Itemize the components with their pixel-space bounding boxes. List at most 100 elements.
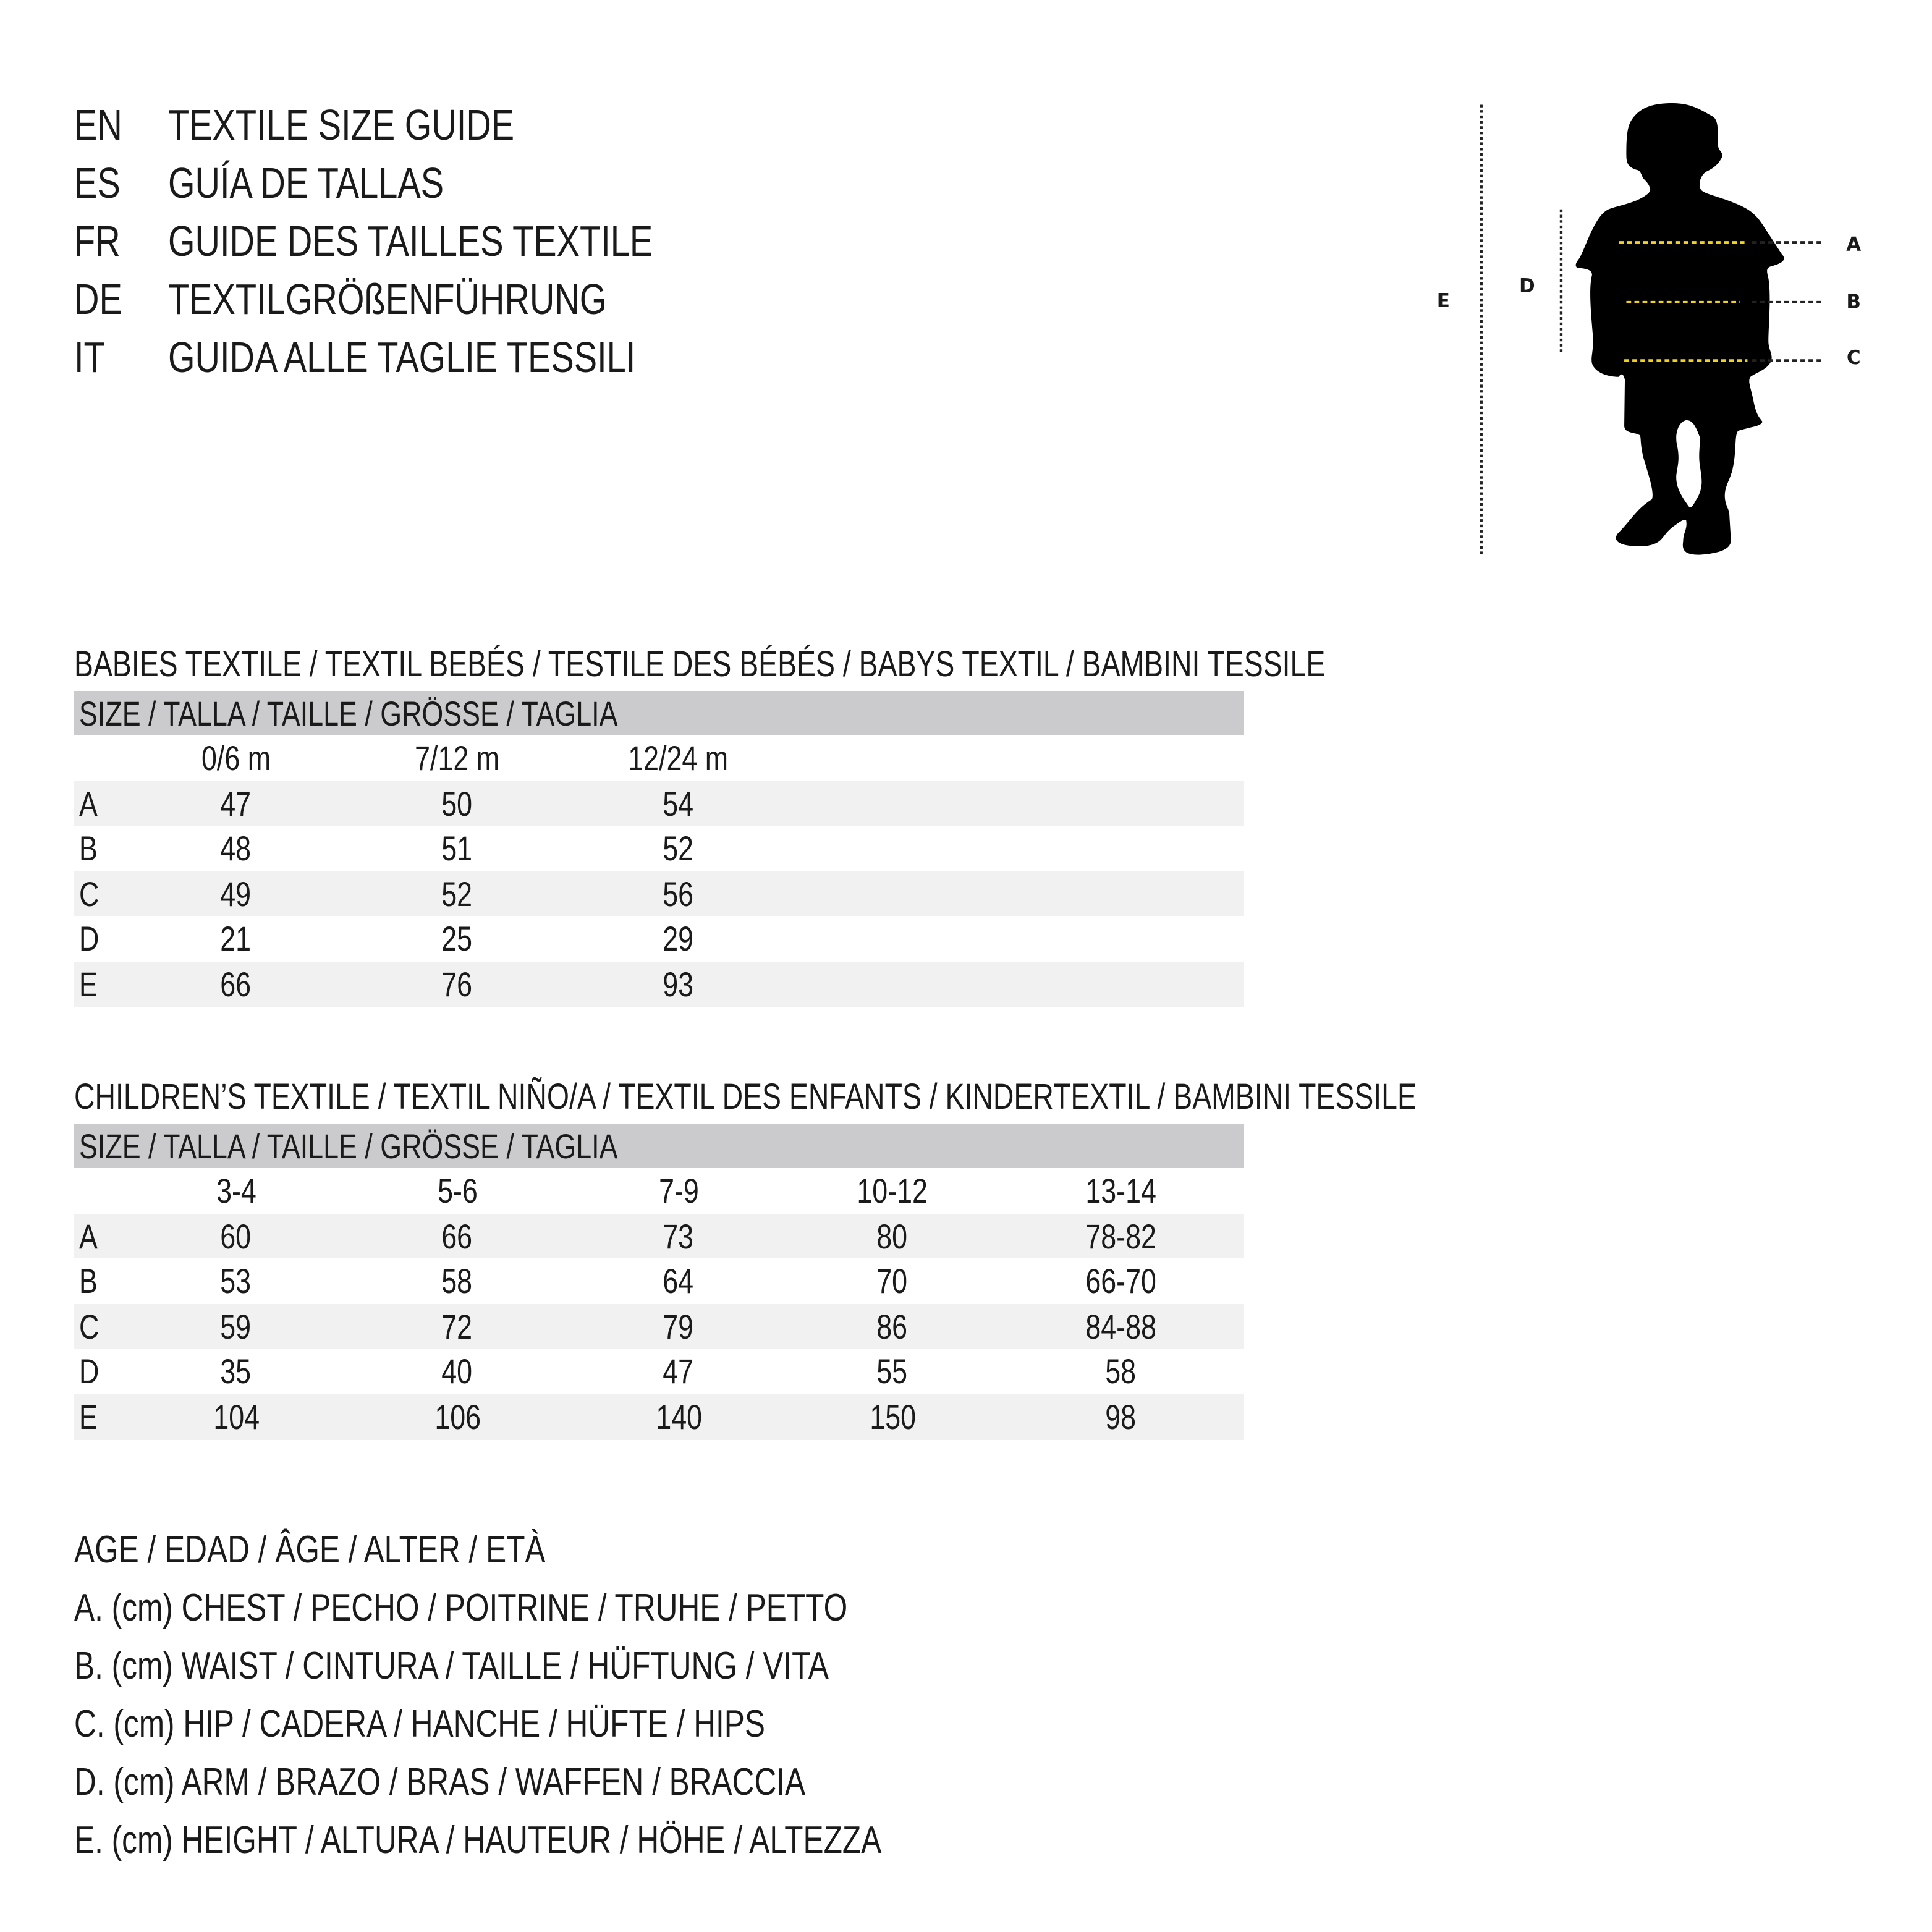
cell-value: 50 bbox=[442, 784, 473, 823]
row-label: C bbox=[79, 1307, 100, 1346]
cell-value: 47 bbox=[221, 784, 252, 823]
cell-value: 47 bbox=[663, 1352, 694, 1391]
table-cell: 70 bbox=[818, 1258, 967, 1305]
size-header-bar: SIZE / TALLA / TAILLE / GRÖSSE / TAGLIA bbox=[74, 1124, 1244, 1168]
label-c: C bbox=[1847, 347, 1861, 369]
cell-value: 21 bbox=[221, 920, 252, 959]
language-code: DE bbox=[74, 276, 122, 324]
table-cell: 47 bbox=[162, 781, 310, 828]
title-text: GUÍA DE TALLAS bbox=[168, 159, 444, 208]
row-label: E bbox=[79, 965, 98, 1004]
legend-line: AGE / EDAD / ÂGE / ALTER / ETÀ bbox=[74, 1528, 546, 1571]
table-cell: 64 bbox=[604, 1258, 753, 1305]
table-cell: 50 bbox=[383, 781, 532, 828]
cell-value: 35 bbox=[221, 1352, 252, 1391]
table-cell: 35 bbox=[162, 1349, 310, 1396]
column-header: 13-14 bbox=[1047, 1168, 1195, 1215]
table-cell: 51 bbox=[383, 826, 532, 873]
cell-value: 55 bbox=[877, 1352, 908, 1391]
row-label: B bbox=[79, 829, 98, 868]
table-cell: 104 bbox=[162, 1394, 310, 1441]
legend-line: A. (cm) CHEST / PECHO / POITRINE / TRUHE… bbox=[74, 1586, 848, 1629]
column-header-text: 3-4 bbox=[216, 1172, 256, 1210]
table-row: C 49 52 56 bbox=[74, 871, 1244, 917]
table-cell: 78-82 bbox=[1047, 1213, 1195, 1260]
column-header: 3-4 bbox=[162, 1168, 310, 1215]
table-cell: 60 bbox=[162, 1213, 310, 1260]
table-cell: 52 bbox=[383, 871, 532, 918]
column-header: 7/12 m bbox=[383, 735, 532, 782]
column-header-row: 0/6 m 7/12 m 12/24 m bbox=[74, 735, 1244, 781]
language-code: ES bbox=[74, 159, 121, 208]
cell-value: 52 bbox=[663, 829, 694, 868]
cell-value: 150 bbox=[869, 1397, 916, 1436]
cell-value: 64 bbox=[663, 1262, 694, 1301]
cell-value: 51 bbox=[442, 829, 473, 868]
column-header: 0/6 m bbox=[162, 735, 310, 782]
column-header-text: 0/6 m bbox=[201, 739, 271, 777]
row-label: A bbox=[79, 1217, 98, 1256]
table-cell: 48 bbox=[162, 826, 310, 873]
cell-value: 53 bbox=[221, 1262, 252, 1301]
table-row: C 59 72 79 86 84-88 bbox=[74, 1303, 1244, 1351]
cell-value: 54 bbox=[663, 784, 694, 823]
cell-value: 78-82 bbox=[1085, 1217, 1157, 1256]
table-row: E 66 76 93 bbox=[74, 961, 1244, 1009]
table-cell: 49 bbox=[162, 871, 310, 918]
legend-line: B. (cm) WAIST / CINTURA / TAILLE / HÜFTU… bbox=[74, 1644, 829, 1687]
title-text: GUIDE DES TAILLES TEXTILE bbox=[168, 218, 653, 266]
table-row: B 48 51 52 bbox=[74, 826, 1244, 871]
table-cell: 56 bbox=[604, 871, 753, 918]
column-header: 10-12 bbox=[818, 1168, 967, 1215]
column-header: 12/24 m bbox=[604, 735, 753, 782]
cell-value: 70 bbox=[877, 1262, 908, 1301]
column-header: 7-9 bbox=[604, 1168, 753, 1215]
cell-value: 84-88 bbox=[1085, 1307, 1157, 1346]
child-silhouette-icon bbox=[1575, 103, 1784, 555]
size-table: SIZE / TALLA / TAILLE / GRÖSSE / TAGLIA 0… bbox=[74, 691, 1244, 1007]
table-row: B 53 58 64 70 66-70 bbox=[74, 1258, 1244, 1303]
measurement-figure: A B C D E bbox=[1437, 103, 1861, 555]
section-heading: BABIES TEXTILE / TEXTIL BEBÉS / TESTILE … bbox=[74, 645, 1326, 685]
table-cell: 76 bbox=[383, 962, 532, 1009]
legend-line: E. (cm) HEIGHT / ALTURA / HAUTEUR / HÖHE… bbox=[74, 1818, 882, 1862]
table-cell: 66 bbox=[383, 1213, 532, 1260]
table-cell: 98 bbox=[1047, 1394, 1195, 1441]
table-cell: 55 bbox=[818, 1349, 967, 1396]
table-cell: 47 bbox=[604, 1349, 753, 1396]
row-label: D bbox=[79, 1352, 100, 1391]
title-text: TEXTILE SIZE GUIDE bbox=[168, 101, 515, 150]
table-cell: 79 bbox=[604, 1304, 753, 1351]
size-header-label: SIZE / TALLA / TAILLE / GRÖSSE / TAGLIA bbox=[79, 1127, 618, 1166]
table-row: E 104 106 140 150 98 bbox=[74, 1394, 1244, 1441]
table-cell: 93 bbox=[604, 962, 753, 1009]
table-row: A 47 50 54 bbox=[74, 781, 1244, 826]
title-text: GUIDA ALLE TAGLIE TESSILI bbox=[168, 334, 636, 382]
table-cell: 84-88 bbox=[1047, 1304, 1195, 1351]
cell-value: 58 bbox=[1106, 1352, 1137, 1391]
table-cell: 54 bbox=[604, 781, 753, 828]
label-a: A bbox=[1846, 234, 1861, 256]
cell-value: 66 bbox=[442, 1217, 473, 1256]
cell-value: 58 bbox=[442, 1262, 473, 1301]
row-label: C bbox=[79, 875, 100, 913]
cell-value: 104 bbox=[213, 1397, 260, 1436]
size-table: SIZE / TALLA / TAILLE / GRÖSSE / TAGLIA 3… bbox=[74, 1124, 1244, 1441]
cell-value: 29 bbox=[663, 920, 694, 959]
table-cell: 52 bbox=[604, 826, 753, 873]
label-b: B bbox=[1846, 290, 1861, 313]
column-header-text: 7-9 bbox=[658, 1172, 699, 1210]
table-cell: 58 bbox=[1047, 1349, 1195, 1396]
row-label: E bbox=[79, 1397, 98, 1436]
language-code: IT bbox=[74, 334, 105, 382]
table-row: A 60 66 73 80 78-82 bbox=[74, 1213, 1244, 1260]
table-cell: 72 bbox=[383, 1304, 532, 1351]
cell-value: 25 bbox=[442, 920, 473, 959]
language-code: FR bbox=[74, 218, 121, 266]
cell-value: 66-70 bbox=[1085, 1262, 1157, 1301]
column-header-text: 10-12 bbox=[857, 1172, 928, 1210]
cell-value: 140 bbox=[655, 1397, 702, 1436]
table-cell: 73 bbox=[604, 1213, 753, 1260]
table-cell: 29 bbox=[604, 917, 753, 964]
label-d: D bbox=[1519, 275, 1535, 297]
